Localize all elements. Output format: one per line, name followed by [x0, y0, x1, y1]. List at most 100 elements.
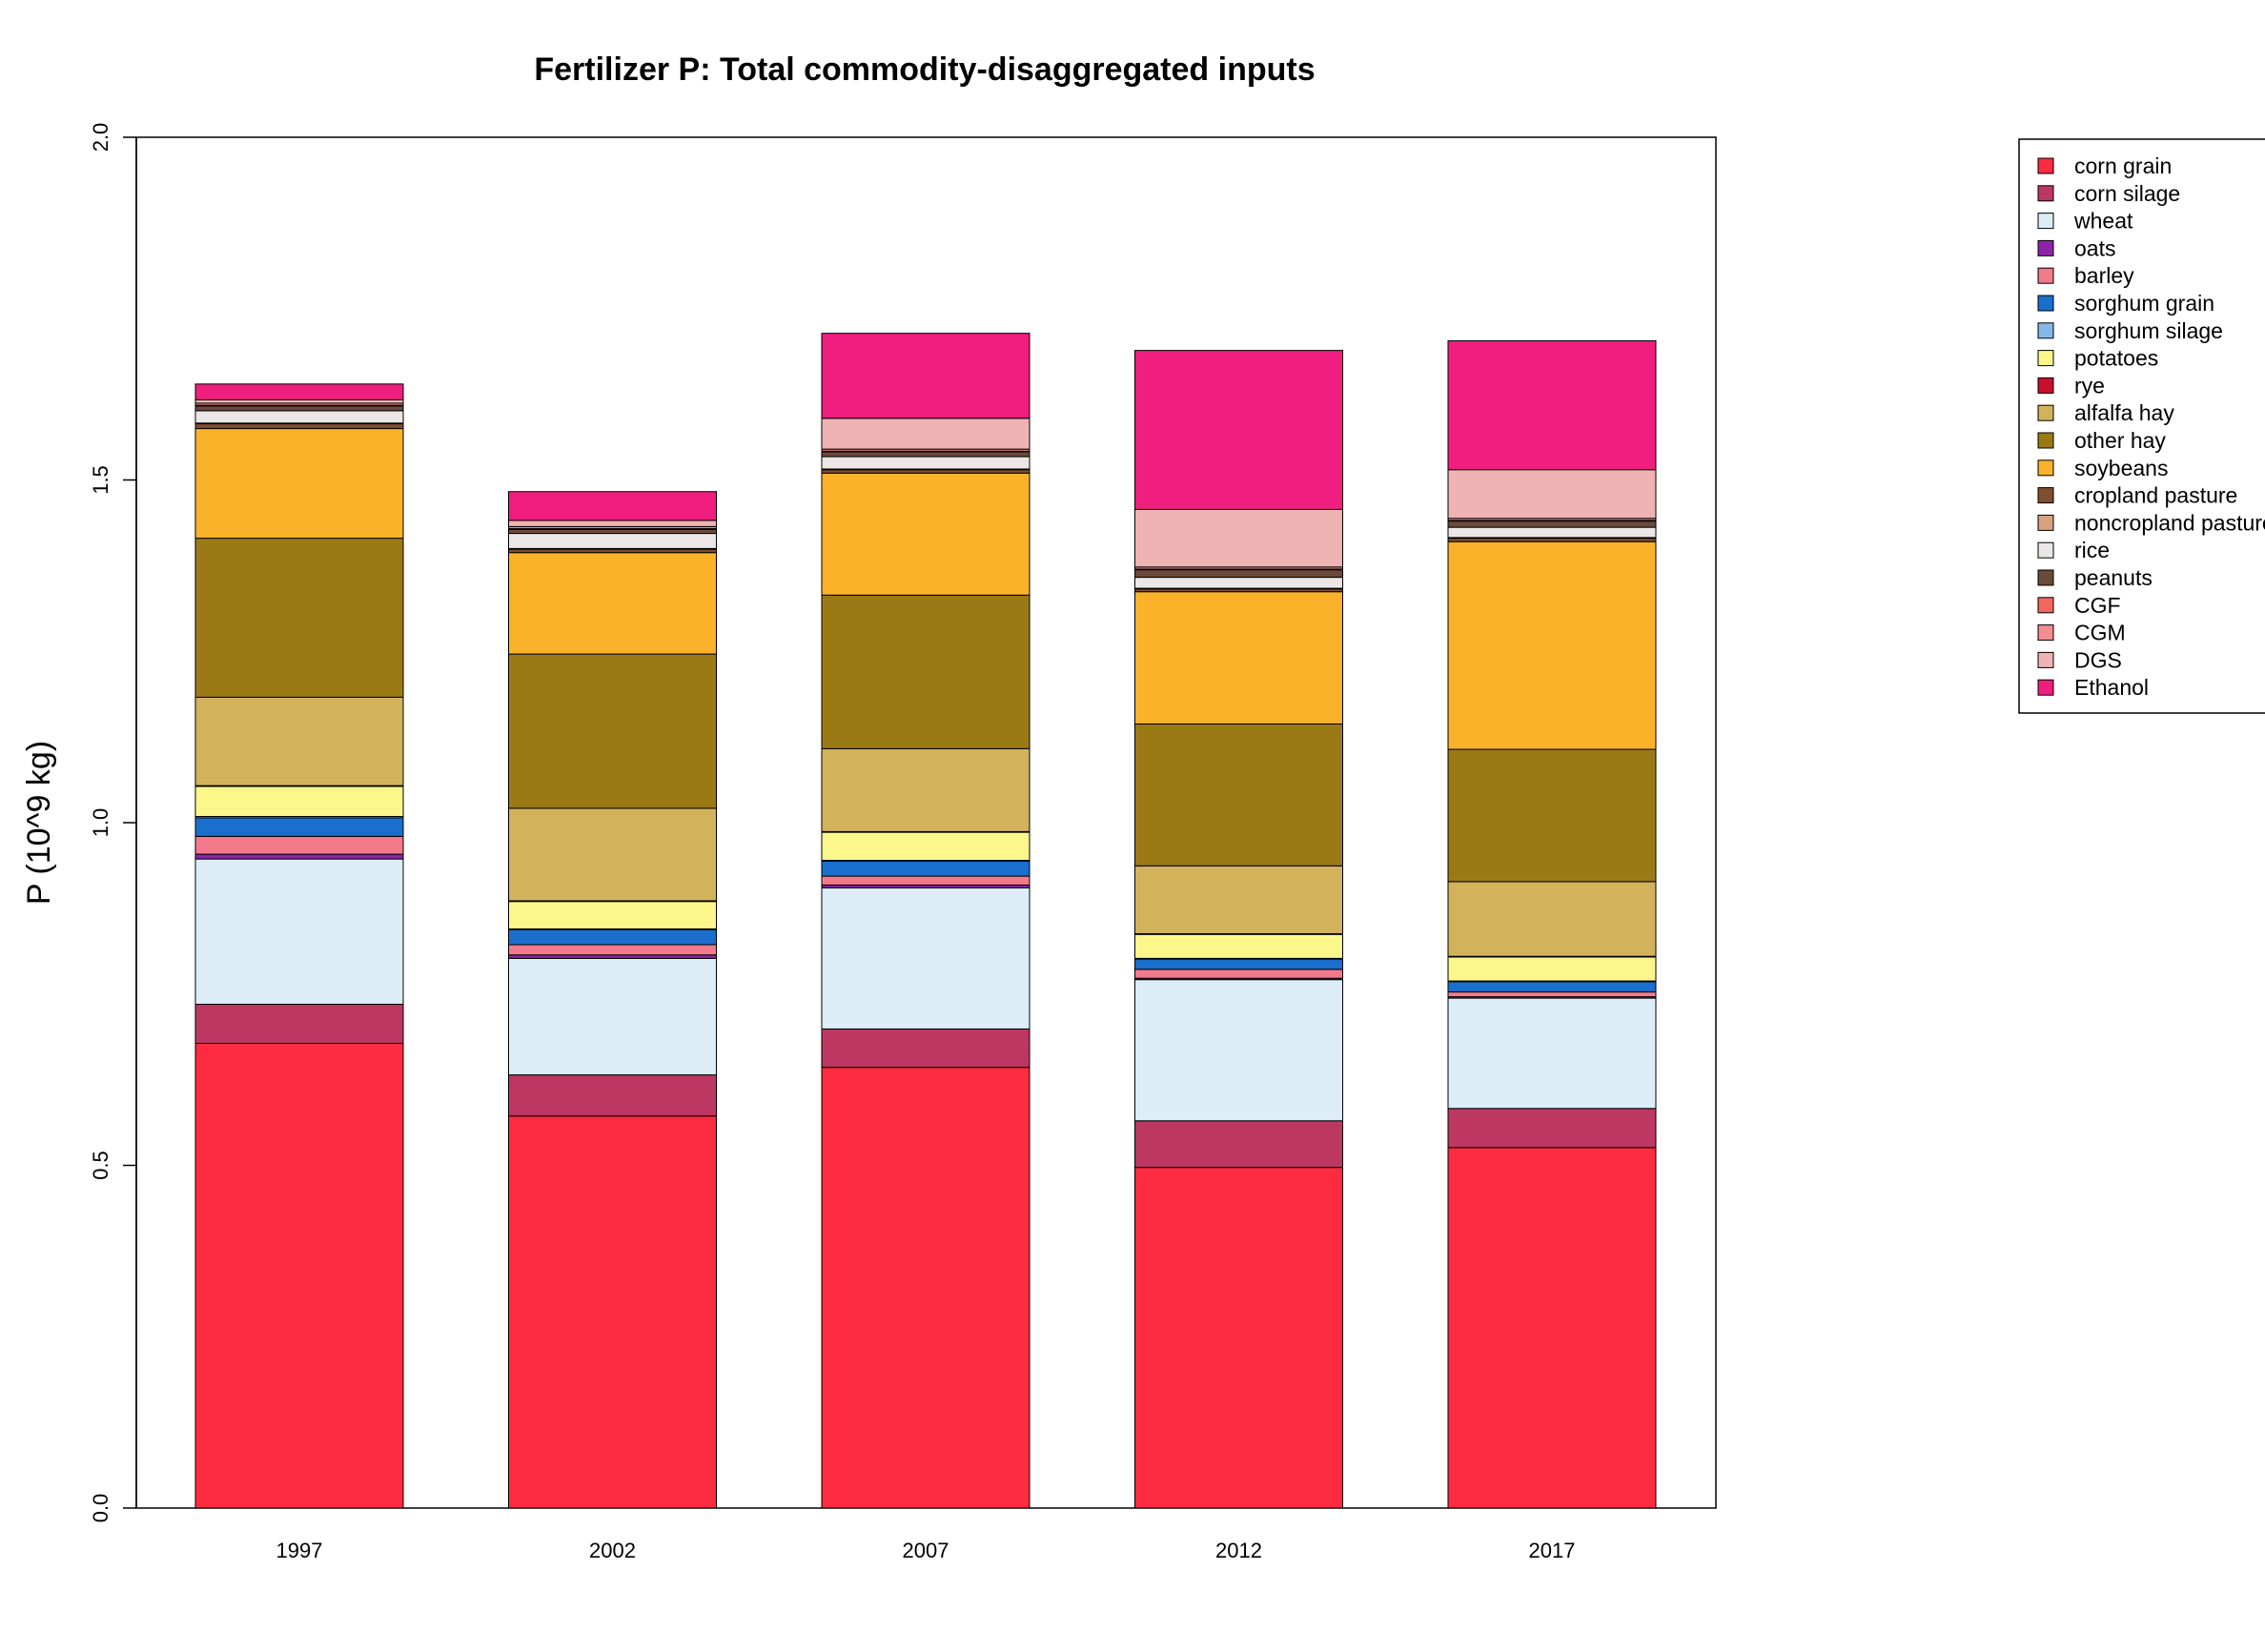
bar-segment-other-hay [508, 653, 717, 809]
legend-label: cropland pasture [2074, 483, 2237, 508]
bar-segment-sorghum-grain [821, 860, 1030, 877]
bar-segment-potatoes [821, 831, 1030, 862]
bar-segment-other-hay [1134, 723, 1343, 867]
bar-segment-cropland-pasture [821, 469, 1030, 474]
legend-swatch [2037, 295, 2054, 312]
bar-segment-oats [194, 853, 404, 860]
bar-segment-corn-grain [821, 1067, 1030, 1509]
legend-label: soybeans [2074, 456, 2168, 480]
y-tick-label: 0.0 [89, 1494, 112, 1523]
bar-segment-barley [1447, 991, 1657, 998]
bar-segment-wheat [1134, 979, 1343, 1122]
legend-label: wheat [2073, 209, 2133, 234]
bar-segment-dgs [194, 398, 404, 404]
x-tick-label: 2012 [1215, 1539, 1262, 1562]
legend-label: DGS [2074, 647, 2122, 672]
legend-label: CGF [2074, 593, 2121, 618]
y-axis-label: P (10^9 kg) [21, 741, 57, 905]
bar-segment-dgs [1447, 469, 1657, 520]
bar-segment-peanuts [1134, 569, 1343, 579]
bar-segment-soybeans [821, 472, 1030, 596]
legend-swatch [2037, 569, 2054, 586]
bar-stack-2002 [508, 491, 717, 1509]
bar-segment-other-hay [1447, 748, 1657, 883]
legend-label: rice [2074, 538, 2110, 562]
legend-label: rye [2074, 373, 2105, 398]
legend-swatch [2037, 377, 2054, 394]
legend-label: oats [2074, 235, 2115, 260]
y-axis: 0.0 0.5 1.0 1.5 2.0 [89, 123, 137, 1523]
chart-title: Fertilizer P: Total commodity-disaggrega… [534, 51, 1315, 88]
bar-segment-potatoes [508, 901, 717, 929]
bar-segment-corn-silage [821, 1028, 1030, 1069]
bar-segment-rice [508, 533, 717, 549]
bar-segment-dgs [508, 520, 717, 527]
bar-segment-corn-grain [508, 1115, 717, 1509]
legend-label: potatoes [2074, 346, 2158, 371]
bar-segment-sorghum-grain [508, 928, 717, 946]
legend-swatch [2037, 487, 2054, 504]
bar-segment-alfalfa-hay [1134, 865, 1343, 934]
legend-swatch [2037, 239, 2054, 256]
bar-segment-corn-grain [1447, 1147, 1657, 1509]
bar-segment-rice [821, 456, 1030, 470]
legend-swatch [2037, 432, 2054, 449]
bar-segment-corn-silage [1134, 1120, 1343, 1169]
bar-segment-potatoes [1447, 956, 1657, 982]
bar-segment-wheat [1447, 997, 1657, 1110]
bar-segment-ethanol [508, 491, 717, 521]
y-tick-label: 1.5 [89, 465, 112, 495]
bar-segment-ethanol [821, 333, 1030, 419]
bar-segment-corn-grain [1134, 1167, 1343, 1509]
legend-swatch [2037, 157, 2054, 174]
bar-segment-dgs [821, 418, 1030, 450]
bar-segment-corn-silage [1447, 1108, 1657, 1149]
bar-segment-rice [1447, 526, 1657, 539]
bar-segment-corn-grain [194, 1043, 404, 1509]
legend-swatch [2037, 267, 2054, 284]
bar-segment-ethanol [194, 383, 404, 400]
legend-label: peanuts [2074, 565, 2153, 590]
bar-stack-2012 [1134, 350, 1343, 1509]
legend-swatch [2037, 597, 2054, 614]
bar-segment-peanuts [508, 528, 717, 535]
bar-segment-soybeans [1134, 591, 1343, 724]
legend-swatch [2037, 404, 2054, 421]
x-tick-label: 2002 [589, 1539, 636, 1562]
x-tick-label: 1997 [276, 1539, 323, 1562]
legend-label: corn grain [2074, 153, 2172, 178]
bar-segment-soybeans [194, 428, 404, 540]
legend-label: CGM [2074, 621, 2126, 645]
bar-segment-other-hay [194, 538, 404, 698]
legend-label: sorghum grain [2074, 291, 2214, 316]
bar-segment-rice [194, 410, 404, 424]
bar-segment-alfalfa-hay [508, 807, 717, 902]
bar-segment-corn-silage [194, 1004, 404, 1045]
bar-stack-1997 [194, 383, 404, 1509]
bar-segment-sorghum-grain [1447, 981, 1657, 993]
bar-segment-potatoes [194, 785, 404, 818]
legend-swatch [2037, 185, 2054, 202]
bars-group [194, 333, 1657, 1509]
legend-swatch [2037, 459, 2054, 477]
bar-segment-oats [508, 954, 717, 959]
bar-segment-wheat [821, 887, 1030, 1030]
legend-label: other hay [2074, 428, 2166, 453]
y-tick-label: 1.0 [89, 808, 112, 838]
y-tick-label: 2.0 [89, 123, 112, 153]
legend-label: Ethanol [2074, 675, 2149, 700]
bar-segment-dgs [1134, 508, 1343, 568]
legend-swatch [2037, 213, 2054, 230]
bar-segment-potatoes [1134, 933, 1343, 959]
legend-label: alfalfa hay [2074, 400, 2174, 425]
legend-swatch [2037, 651, 2054, 668]
bar-stack-2017 [1447, 340, 1657, 1509]
legend-label: noncropland pasture [2074, 510, 2265, 535]
bar-segment-peanuts [821, 451, 1030, 458]
bar-segment-peanuts [194, 405, 404, 412]
bar-segment-cropland-pasture [194, 423, 404, 430]
bar-segment-barley [194, 835, 404, 855]
